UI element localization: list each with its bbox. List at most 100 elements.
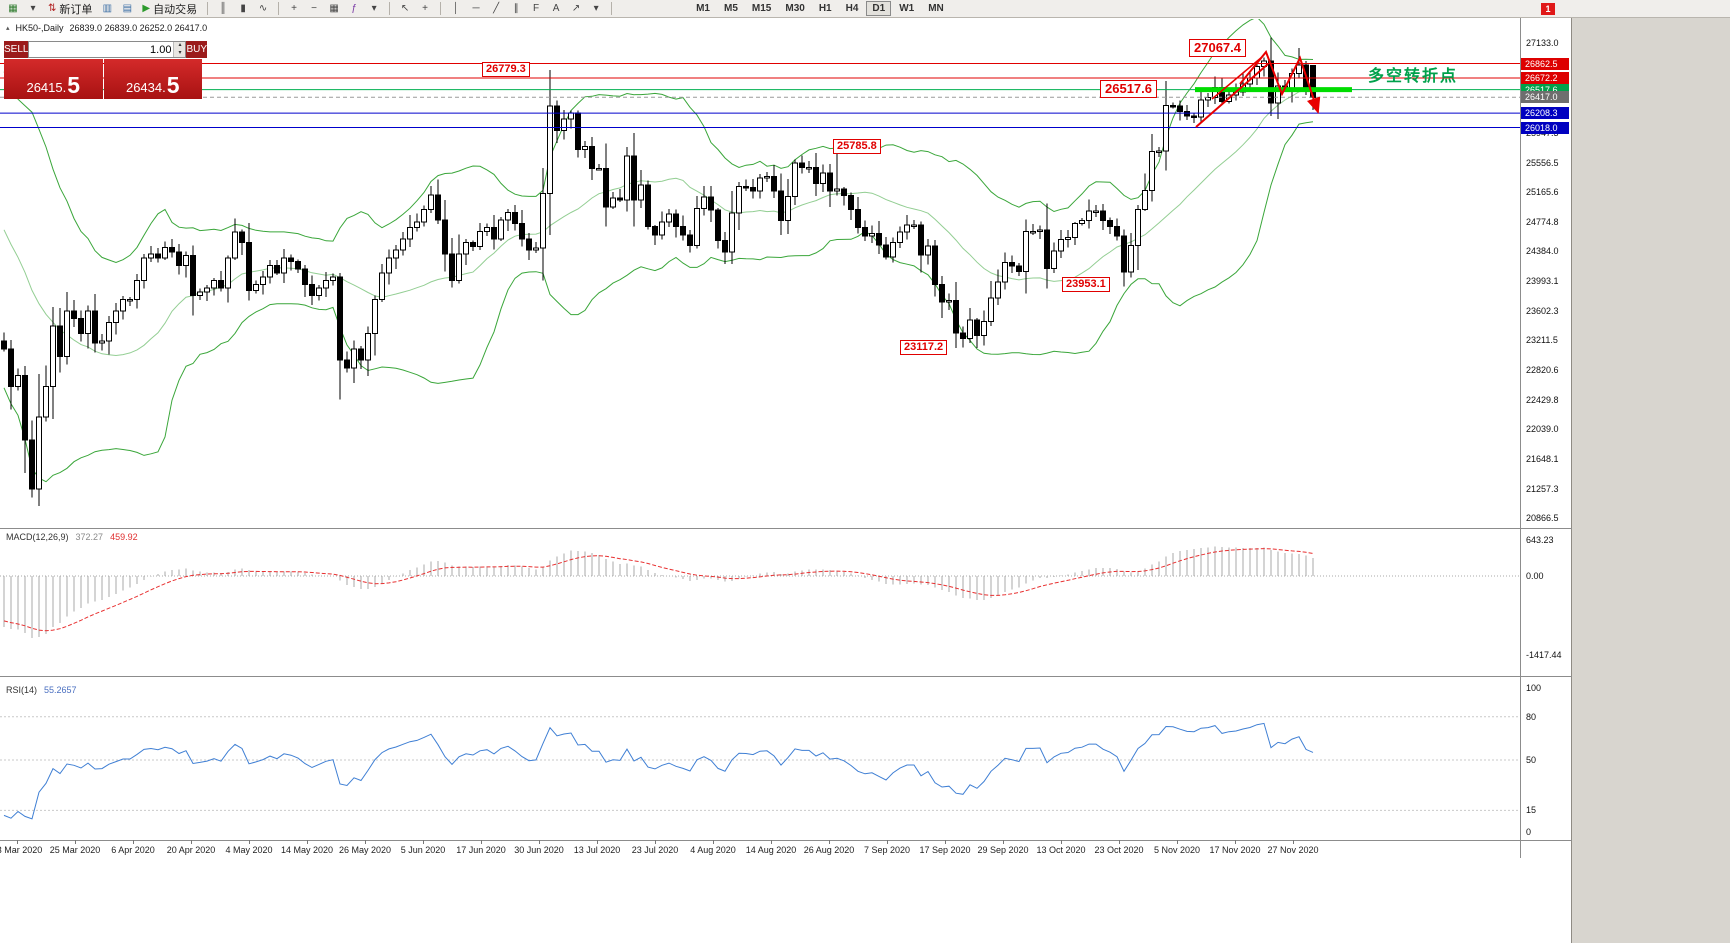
sell-price: 26415. xyxy=(26,80,67,95)
channel-icon: ∥ xyxy=(513,2,519,14)
channel-button[interactable]: ∥ xyxy=(507,1,525,17)
macd-signal-line xyxy=(3,548,1314,632)
text-label-button[interactable]: A xyxy=(547,1,565,17)
timeframe-mn[interactable]: MN xyxy=(928,3,944,14)
crosshair-button[interactable]: + xyxy=(416,1,434,17)
new-order-icon: ⇅ xyxy=(48,2,57,14)
tile-windows-button[interactable]: ▦ xyxy=(325,1,343,17)
text-label-icon: A xyxy=(552,2,560,14)
toolbar-separator xyxy=(207,2,209,15)
new-chart-button[interactable]: ▦ xyxy=(4,1,22,17)
toolbar-separator xyxy=(278,2,280,15)
price-annotation[interactable]: 23953.1 xyxy=(1062,277,1110,292)
candlestick-chart-icon: ▮ xyxy=(240,2,246,14)
line-chart-icon: ∿ xyxy=(258,2,268,14)
price-annotation[interactable]: 23117.2 xyxy=(900,340,948,355)
candles xyxy=(1,37,1316,507)
tile-windows-icon: ▦ xyxy=(329,2,339,14)
bollinger-upper-band xyxy=(3,19,1314,264)
indicators-icon: ƒ xyxy=(351,2,357,14)
price-annotation[interactable]: 26517.6 xyxy=(1100,80,1157,98)
volume-increase-button[interactable]: ▴ xyxy=(174,42,186,50)
timeframe-h4[interactable]: H4 xyxy=(845,3,859,14)
cursor-button[interactable]: ↖ xyxy=(396,1,414,17)
price-axis-divider xyxy=(1520,18,1521,858)
arrows-dropdown[interactable]: ▾ xyxy=(587,1,605,17)
rsi-line xyxy=(3,722,1314,820)
rsi-panel-layer xyxy=(0,716,1520,820)
macd-main-value: 372.27 xyxy=(75,532,104,542)
fibonacci-button[interactable]: F xyxy=(527,1,545,17)
buy-button[interactable]: 26434. 5 xyxy=(103,59,202,99)
notification-badge[interactable]: 1 xyxy=(1541,3,1555,15)
timeframe-w1[interactable]: W1 xyxy=(899,3,915,14)
ohlc-label: 26839.0 26839.0 26252.0 26417.0 xyxy=(69,23,208,33)
line-chart-button[interactable]: ∿ xyxy=(254,1,272,17)
trendline-button[interactable]: ╱ xyxy=(487,1,505,17)
volume-decrease-button[interactable]: ▾ xyxy=(174,49,186,57)
turning-point-note[interactable]: 多空转折点 xyxy=(1368,68,1459,85)
date-axis-divider xyxy=(0,840,1572,841)
timeframe-m1[interactable]: M1 xyxy=(696,3,710,14)
macd-signal-value: 459.92 xyxy=(110,532,138,542)
horizontal-line-button[interactable]: ─ xyxy=(467,1,485,17)
bar-chart-icon: ║ xyxy=(219,2,227,14)
market-watch-icon: ▥ xyxy=(102,2,113,14)
zigzag-arrow[interactable] xyxy=(1239,50,1321,114)
indicators-dropdown[interactable]: ▾ xyxy=(365,1,383,17)
timeframe-m5[interactable]: M5 xyxy=(724,3,738,14)
zoom-in-icon: + xyxy=(291,2,298,14)
navigator-button[interactable]: ▤ xyxy=(118,1,136,17)
timeframe-m15[interactable]: M15 xyxy=(751,3,772,14)
one-click-trading-panel: SELL ▴ ▾ BUY 26415.5 26434.5 xyxy=(4,41,208,99)
buy-label[interactable]: BUY xyxy=(186,41,208,58)
rsi-title: RSI(14) xyxy=(6,685,38,695)
cursor-icon: ↖ xyxy=(400,2,410,14)
zoom-in-button[interactable]: + xyxy=(285,1,303,17)
toolbar-separator xyxy=(440,2,442,15)
arrows-icon: ↗ xyxy=(571,2,581,14)
indicators-icon: ▾ xyxy=(371,2,377,14)
price-annotation[interactable]: 25785.8 xyxy=(833,139,881,154)
rsi-value: 55.2657 xyxy=(44,685,77,695)
one-click-collapse-icon[interactable]: ▴ xyxy=(6,25,10,32)
autotrading-button[interactable]: ▶ 自动交易 xyxy=(138,1,201,17)
market-watch-button[interactable]: ▥ xyxy=(98,1,116,17)
chart-window xyxy=(0,18,1572,943)
indicators-button[interactable]: ƒ xyxy=(345,1,363,17)
trendline-2[interactable] xyxy=(1211,56,1263,100)
toolbar-separator xyxy=(611,2,613,15)
trendline[interactable] xyxy=(1195,63,1269,128)
toolbar: ▦ ▾ ⇅ 新订单 ▥ ▤ ▶ 自动交易 ║ ▮ ∿ + − ▦ ƒ ▾ ↖ + │ ─ ╱ ∥ F A ↗ ▾ M1 M5 M15 M3… xyxy=(0,0,1730,18)
chart-profiles-icon: ▾ xyxy=(30,2,36,14)
new-order-button-label: 新订单 xyxy=(59,3,93,16)
chart-profiles-dropdown[interactable]: ▾ xyxy=(24,1,42,17)
volume-spinner: ▴ ▾ xyxy=(173,42,186,57)
autotrading-icon: ▶ xyxy=(142,2,151,14)
rsi-panel-divider[interactable] xyxy=(0,676,1572,677)
zoom-out-icon: − xyxy=(311,2,318,14)
buy-price-big-digit: 5 xyxy=(166,72,180,98)
price-annotation[interactable]: 27067.4 xyxy=(1189,39,1246,57)
vertical-line-icon: │ xyxy=(452,2,460,14)
autotrading-button-label: 自动交易 xyxy=(153,3,198,16)
navigator-icon: ▤ xyxy=(122,2,133,14)
zoom-out-button[interactable]: − xyxy=(305,1,323,17)
sell-label[interactable]: SELL xyxy=(4,41,29,58)
candlestick-chart-button[interactable]: ▮ xyxy=(234,1,252,17)
sell-button[interactable]: 26415. 5 xyxy=(4,59,103,99)
macd-panel-layer xyxy=(0,546,1520,639)
timeframe-h1[interactable]: H1 xyxy=(818,3,832,14)
macd-panel-divider[interactable] xyxy=(0,528,1572,529)
new-order-button[interactable]: ⇅ 新订单 xyxy=(44,1,96,17)
timeframe-d1[interactable]: D1 xyxy=(866,1,892,16)
arrows-icon: ▾ xyxy=(593,2,599,14)
price-annotation[interactable]: 26779.3 xyxy=(482,62,530,77)
bar-chart-button[interactable]: ║ xyxy=(214,1,232,17)
arrows-button[interactable]: ↗ xyxy=(567,1,585,17)
timeframe-m30[interactable]: M30 xyxy=(785,3,805,14)
volume-input[interactable] xyxy=(29,42,174,57)
vertical-line-button[interactable]: │ xyxy=(447,1,465,17)
